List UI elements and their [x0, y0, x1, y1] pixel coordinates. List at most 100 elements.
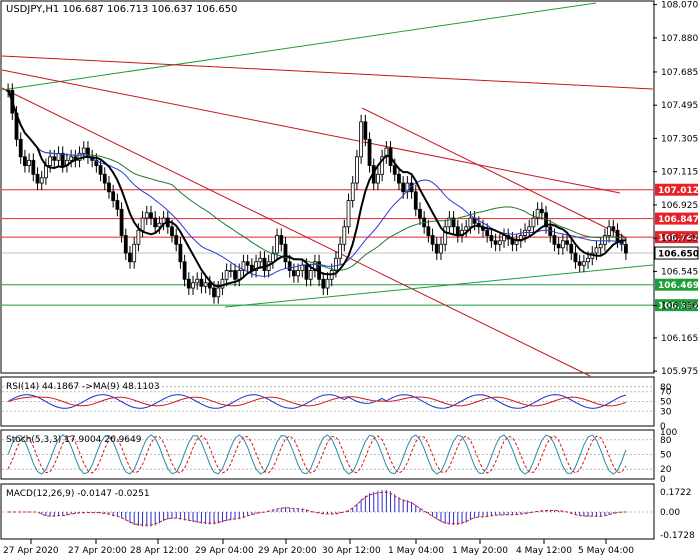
- candle-body: [392, 165, 397, 175]
- level-tag-label: 106.847: [658, 215, 699, 225]
- candle-body: [355, 156, 359, 184]
- trendline: [1, 69, 621, 194]
- price-tick-label: 107.305: [661, 134, 698, 144]
- candle-body: [216, 287, 221, 298]
- candle-body: [174, 235, 179, 245]
- candle-body: [228, 270, 233, 272]
- candle-body: [325, 278, 330, 289]
- candle-body: [98, 165, 103, 175]
- trendline: [1, 2, 597, 91]
- candle-body: [363, 121, 368, 140]
- candle-body: [287, 261, 292, 271]
- candle-body: [611, 226, 616, 231]
- price-tick-label: 106.925: [661, 201, 698, 211]
- candle-body: [304, 264, 309, 280]
- candle-body: [56, 152, 61, 161]
- candle-body: [350, 182, 355, 201]
- price-tick-label: 106.735: [661, 234, 698, 244]
- candle-body: [119, 208, 124, 236]
- candle-body: [439, 243, 443, 254]
- candle-body: [102, 173, 107, 184]
- stoch-axis-label: 0: [660, 475, 666, 485]
- level-tag-bg: [655, 231, 698, 244]
- trendline: [1, 55, 654, 90]
- candle-body: [199, 278, 204, 287]
- candle-body: [140, 217, 145, 231]
- price-tick-label: 107.685: [661, 68, 698, 78]
- time-label: 29 Apr 04:00: [195, 546, 254, 556]
- candle-body: [560, 240, 565, 249]
- candle-body: [451, 217, 456, 228]
- candle-body: [233, 270, 237, 280]
- candle-body: [573, 252, 578, 263]
- price-tick-label: 106.545: [661, 267, 698, 277]
- candle-body: [527, 226, 532, 231]
- candle-body: [254, 261, 258, 271]
- candle-body: [497, 240, 502, 245]
- candle-body: [60, 152, 65, 166]
- candle-body: [44, 165, 48, 179]
- candle-body: [245, 261, 250, 266]
- candle-body: [594, 247, 599, 254]
- candle-body: [153, 217, 158, 228]
- candle-body: [308, 270, 313, 280]
- price-tick-label: 107.115: [661, 168, 698, 178]
- macd-histogram: [2, 489, 653, 527]
- candle-body: [397, 173, 401, 184]
- price-panel[interactable]: [0, 0, 655, 374]
- time-label: 4 May 12:00: [516, 546, 572, 556]
- trendlines: [1, 2, 654, 377]
- rsi-label: RSI(14) 44.1867 ->MA(9) 48.1103: [6, 382, 160, 392]
- candle-body: [207, 282, 212, 289]
- candle-body: [430, 235, 435, 245]
- time-label: 29 Apr 20:00: [258, 546, 317, 556]
- candle-body: [107, 182, 111, 193]
- candle-body: [52, 156, 57, 161]
- candle-body: [468, 217, 473, 228]
- rsi-axis-label: 80: [660, 383, 672, 393]
- price-tick-label: 106.165: [661, 334, 698, 344]
- ma-mid-line: [7, 90, 627, 278]
- candle-body: [203, 282, 208, 287]
- rsi-lines: [2, 386, 653, 412]
- price-tick-label: 108.070: [661, 1, 698, 11]
- price-tick-label: 107.495: [661, 101, 698, 111]
- candle-body: [447, 217, 452, 228]
- candle-body: [401, 182, 406, 193]
- price-tick-label: 107.880: [661, 34, 698, 44]
- rsi-axis-label: 70: [660, 388, 672, 398]
- level-tag-label: 106.650: [658, 250, 699, 260]
- candle-body: [195, 278, 200, 284]
- candle-body: [615, 229, 620, 242]
- candle-body: [39, 177, 44, 184]
- trendline: [1, 87, 591, 377]
- candle-body: [535, 208, 540, 219]
- candle-body: [443, 226, 448, 245]
- candle-body: [565, 240, 569, 245]
- candle-body: [262, 257, 267, 271]
- time-label: 28 Apr 12:00: [130, 546, 189, 556]
- candle-body: [170, 226, 174, 236]
- stoch-axis-label: 80: [660, 436, 672, 446]
- candle-body: [178, 243, 183, 263]
- trendline: [361, 107, 626, 238]
- candle-body: [426, 226, 431, 236]
- candle-body: [312, 261, 317, 271]
- candle-body: [111, 191, 116, 201]
- candle-body: [31, 159, 36, 175]
- candle-body: [367, 138, 372, 166]
- candle-body: [502, 235, 506, 242]
- level-tag-bg: [655, 299, 698, 312]
- rsi-ma-line: [7, 396, 627, 407]
- candle-body: [220, 278, 225, 289]
- rsi-axis-label: 50: [660, 398, 672, 408]
- candle-body: [539, 208, 544, 214]
- candle-body: [224, 270, 229, 280]
- candle-body: [279, 235, 284, 245]
- stoch-axis-label: 20: [660, 465, 672, 475]
- candle-body: [623, 243, 628, 254]
- candle-body: [237, 270, 242, 280]
- macd-axis-label: -0.1728: [660, 531, 695, 541]
- candle-body: [552, 235, 557, 245]
